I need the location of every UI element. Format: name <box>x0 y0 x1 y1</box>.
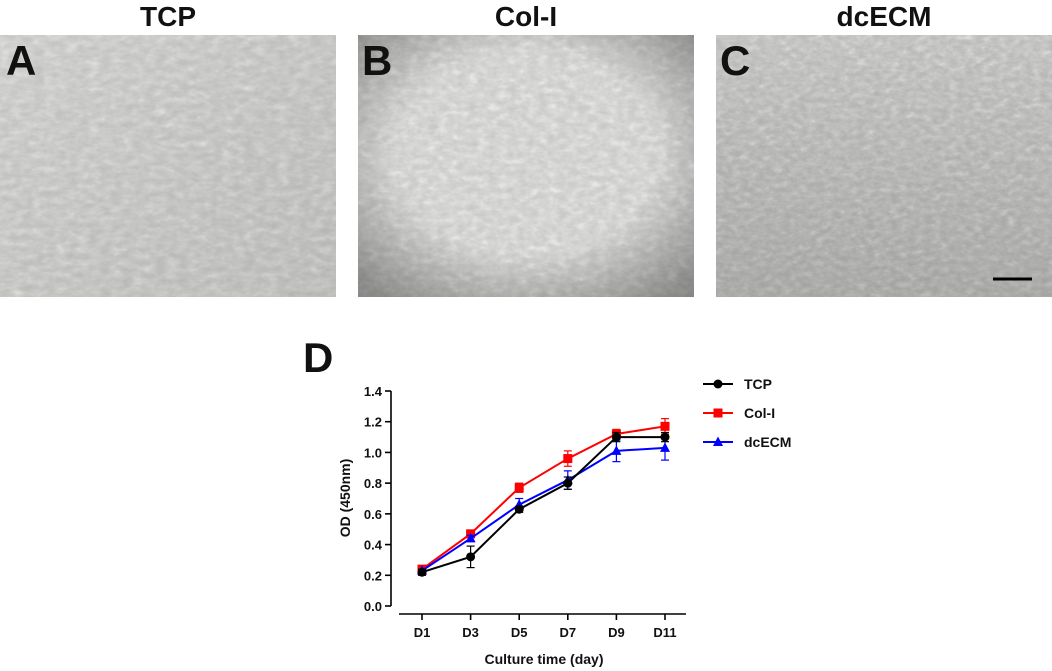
x-tick-label: D9 <box>608 625 625 640</box>
data-point-tcp <box>466 552 476 562</box>
x-axis-label: Culture time (day) <box>484 651 603 667</box>
data-point-dcecm <box>611 445 622 455</box>
panel-a-title: TCP <box>140 1 196 32</box>
y-tick-label: 1.4 <box>364 384 383 399</box>
data-point-dcecm <box>465 532 476 543</box>
y-tick-label: 0.6 <box>364 507 382 522</box>
data-point-tcp <box>611 432 621 442</box>
micrograph-col-i <box>358 35 694 297</box>
x-tick-label: D5 <box>511 625 528 640</box>
x-tick-label: D1 <box>414 625 431 640</box>
series-line-col-i <box>421 425 666 570</box>
legend-label-col-i: Col-I <box>744 405 775 421</box>
panel-b-title: Col-I <box>494 1 558 32</box>
x-tick-label: D3 <box>462 625 479 640</box>
data-point-tcp <box>514 504 524 514</box>
legend-label-dcecm: dcECM <box>744 434 791 450</box>
micrograph-tcp-texture <box>0 35 336 297</box>
y-tick-label: 0.0 <box>364 599 382 614</box>
data-point-tcp <box>660 432 670 442</box>
y-tick-label: 1.2 <box>364 415 382 430</box>
micrograph-tcp <box>0 35 336 297</box>
panel-b-letter: B <box>362 37 393 84</box>
x-tick-label: D7 <box>559 625 576 640</box>
series-line-dcecm <box>421 446 666 572</box>
data-point-col-i <box>563 454 573 464</box>
legend-marker-tcp <box>713 379 723 389</box>
data-point-dcecm <box>660 442 670 452</box>
panel-a-letter: A <box>6 37 37 84</box>
y-tick-label: 0.2 <box>364 568 382 583</box>
legend-marker-dcecm <box>713 436 723 446</box>
x-tick-label: D11 <box>653 625 676 640</box>
y-tick-label: 0.4 <box>364 538 383 553</box>
y-tick-label: 0.8 <box>364 476 382 491</box>
data-point-tcp <box>417 567 427 577</box>
panel-c-title: dcECM <box>836 1 932 32</box>
y-axis-label: OD (450nm) <box>337 459 353 538</box>
data-point-col-i <box>660 421 670 431</box>
data-point-tcp <box>563 478 573 488</box>
micrograph-dcecm <box>716 35 1052 297</box>
panel-c-letter: C <box>720 37 751 84</box>
data-point-col-i <box>514 483 524 493</box>
legend-label-tcp: TCP <box>744 376 772 392</box>
micrograph-dcecm-texture <box>716 35 1052 297</box>
y-tick-label: 1.0 <box>364 445 382 460</box>
micrograph-col-i-texture <box>358 35 694 297</box>
series-line-tcp <box>421 436 665 574</box>
chart-panel-letter: D <box>303 334 334 381</box>
legend-marker-col-i <box>713 408 723 418</box>
